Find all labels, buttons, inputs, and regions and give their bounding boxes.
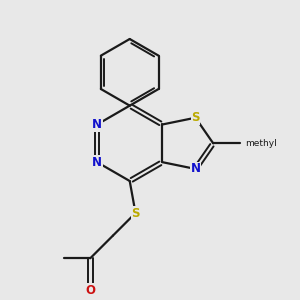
Text: methyl: methyl	[245, 139, 277, 148]
Text: N: N	[190, 162, 200, 176]
Text: N: N	[92, 118, 102, 131]
Text: N: N	[92, 156, 102, 169]
Text: S: S	[131, 206, 140, 220]
Text: S: S	[191, 111, 200, 124]
Text: O: O	[85, 284, 95, 297]
